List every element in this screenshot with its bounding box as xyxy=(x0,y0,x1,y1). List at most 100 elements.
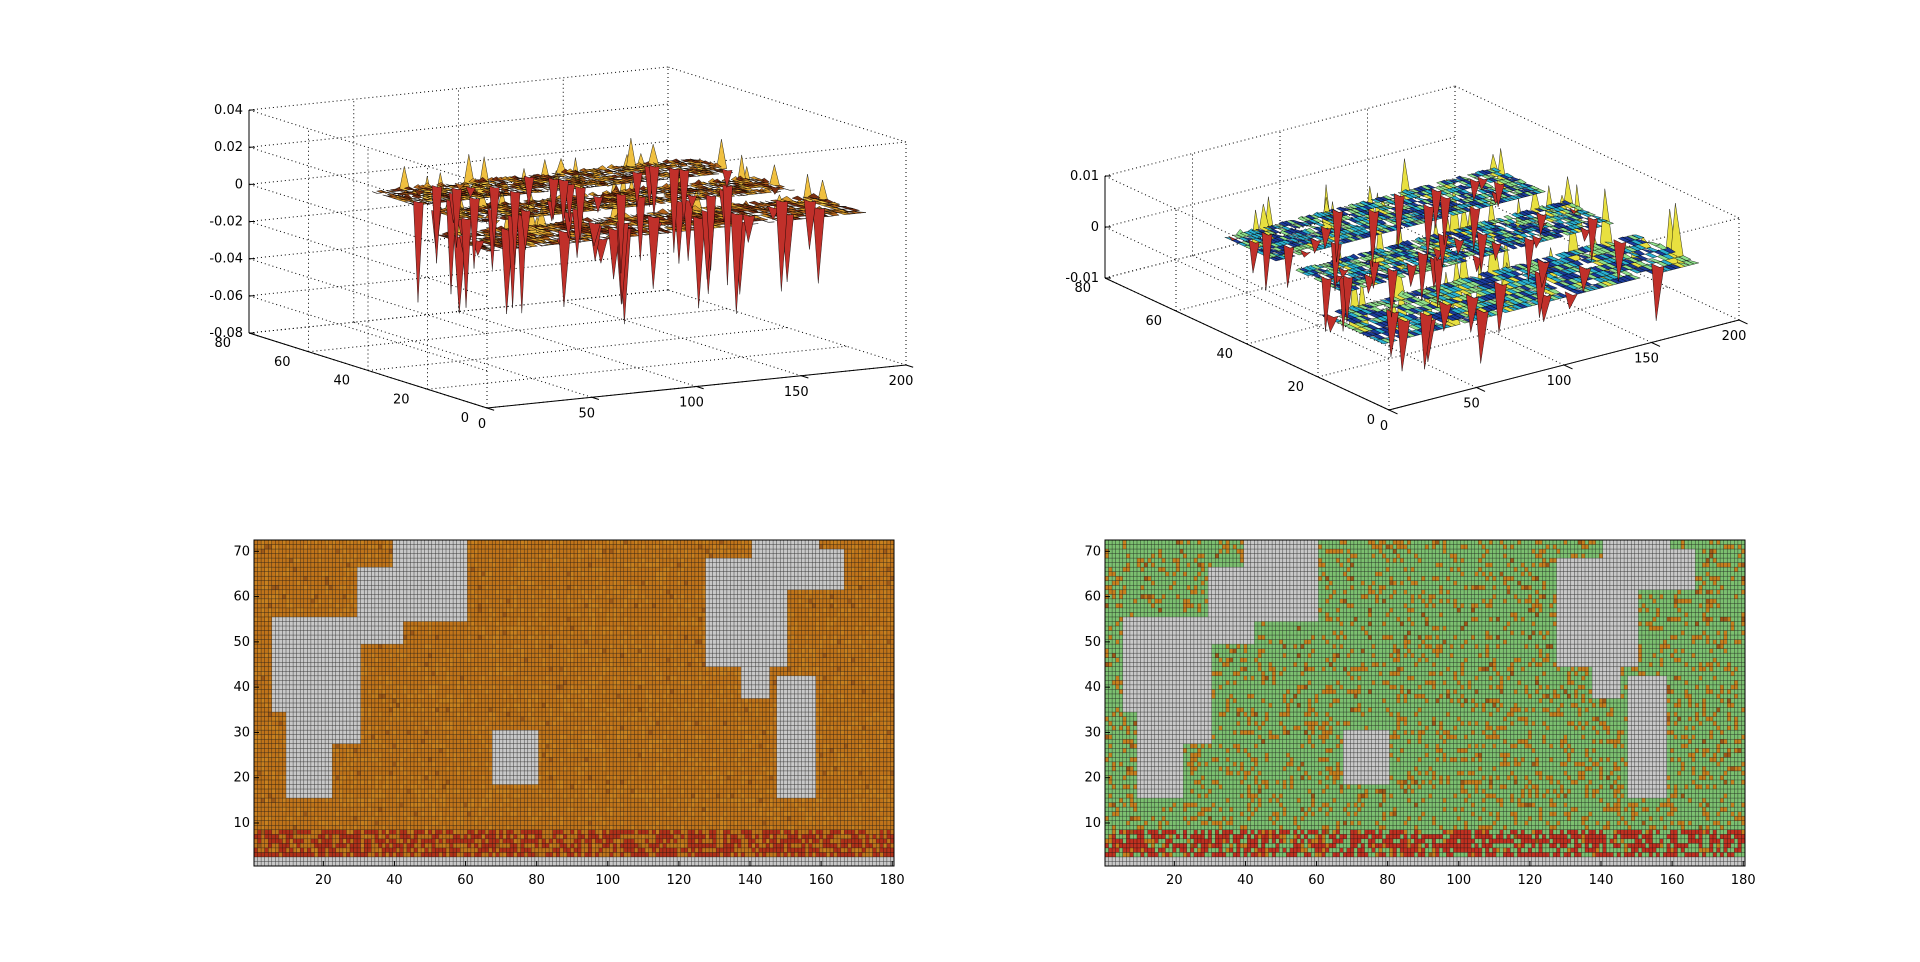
heatmap-cell xyxy=(432,816,436,821)
heatmap-cell xyxy=(883,816,887,821)
heatmap-cell xyxy=(414,812,418,817)
heatmap-cell xyxy=(634,839,638,844)
heatmap-cell xyxy=(887,834,891,839)
heatmap-cell xyxy=(393,852,397,857)
heatmap-cell xyxy=(890,852,894,857)
heatmap-cell xyxy=(695,830,699,835)
heatmap-cell xyxy=(798,830,802,835)
heatmap-cell xyxy=(659,825,663,830)
heatmap-cell xyxy=(418,812,422,817)
heatmap-cell xyxy=(517,807,521,812)
heatmap-cell xyxy=(428,852,432,857)
heatmap-cell xyxy=(460,807,464,812)
heatmap-cell xyxy=(279,807,283,812)
heatmap-cell xyxy=(805,843,809,848)
heatmap-cell xyxy=(378,843,382,848)
heatmap-cell xyxy=(322,843,326,848)
heatmap-cell xyxy=(652,830,656,835)
heatmap-cell xyxy=(816,821,820,826)
heatmap-cell xyxy=(691,816,695,821)
heatmap-cell xyxy=(713,852,717,857)
heatmap-cell xyxy=(610,812,614,817)
heatmap-cell xyxy=(745,830,749,835)
heatmap-cell xyxy=(254,807,258,812)
heatmap-cell xyxy=(307,839,311,844)
heatmap-cell xyxy=(627,839,631,844)
heatmap-cell xyxy=(560,839,564,844)
heatmap-cell xyxy=(787,843,791,848)
heatmap-cell xyxy=(414,825,418,830)
heatmap-cell xyxy=(766,839,770,844)
heatmap-cell xyxy=(546,830,550,835)
heatmap-cell xyxy=(478,812,482,817)
heatmap-cell xyxy=(890,821,894,826)
heatmap-cell xyxy=(809,843,813,848)
heatmap-cell xyxy=(627,825,631,830)
heatmap-cell xyxy=(389,807,393,812)
heatmap-cell xyxy=(332,816,336,821)
heatmap-cell xyxy=(368,848,372,853)
heatmap-cell xyxy=(855,839,859,844)
heatmap-cell xyxy=(595,812,599,817)
heatmap-cell xyxy=(656,825,660,830)
heatmap-cell xyxy=(645,807,649,812)
heatmap-cell xyxy=(681,807,685,812)
heatmap-cell xyxy=(610,852,614,857)
heatmap-cell xyxy=(496,821,500,826)
heatmap-cell xyxy=(485,843,489,848)
heatmap-cell xyxy=(574,821,578,826)
heatmap-cell xyxy=(304,843,308,848)
heatmap-cell xyxy=(510,843,514,848)
heatmap-cell xyxy=(297,812,301,817)
heatmap-cell xyxy=(816,812,820,817)
heatmap-cell xyxy=(510,821,514,826)
heatmap-cell xyxy=(642,807,646,812)
heatmap-cell xyxy=(716,852,720,857)
heatmap-cell xyxy=(453,821,457,826)
heatmap-cell xyxy=(698,825,702,830)
heatmap-cell xyxy=(567,821,571,826)
heatmap-cell xyxy=(595,830,599,835)
heatmap-cell xyxy=(649,852,653,857)
heatmap-cell xyxy=(346,816,350,821)
heatmap-cell xyxy=(482,825,486,830)
heatmap-cell xyxy=(787,852,791,857)
heatmap-cell xyxy=(261,852,265,857)
heatmap-cell xyxy=(698,816,702,821)
heatmap-cell xyxy=(396,848,400,853)
heatmap-cell xyxy=(599,816,603,821)
heatmap-cell xyxy=(709,830,713,835)
heatmap-cell xyxy=(634,848,638,853)
heatmap-cell xyxy=(510,848,514,853)
heatmap-cell xyxy=(784,839,788,844)
heatmap-cell xyxy=(631,834,635,839)
heatmap-cell xyxy=(553,843,557,848)
heatmap-cell xyxy=(329,816,333,821)
heatmap-cell xyxy=(674,839,678,844)
heatmap-cell xyxy=(563,830,567,835)
heatmap-cell xyxy=(830,852,834,857)
heatmap-cell xyxy=(592,852,596,857)
heatmap-cell xyxy=(766,821,770,826)
heatmap-cell xyxy=(816,825,820,830)
heatmap-cell xyxy=(602,848,606,853)
heatmap-cell xyxy=(261,848,265,853)
heatmap-cell xyxy=(873,816,877,821)
heatmap-cell xyxy=(855,834,859,839)
heatmap-cell xyxy=(681,834,685,839)
heatmap-cell xyxy=(421,852,425,857)
heatmap-cell xyxy=(762,843,766,848)
heatmap-cell xyxy=(439,807,443,812)
heatmap-cell xyxy=(254,825,258,830)
heatmap-cell xyxy=(410,807,414,812)
heatmap-cell xyxy=(357,812,361,817)
heatmap-cell xyxy=(350,834,354,839)
heatmap-cell xyxy=(592,834,596,839)
heatmap-cell xyxy=(268,816,272,821)
heatmap-cell xyxy=(386,848,390,853)
heatmap-cell xyxy=(258,830,262,835)
heatmap-cell xyxy=(606,839,610,844)
heatmap-cell xyxy=(478,839,482,844)
heatmap-cell xyxy=(887,843,891,848)
heatmap-cell xyxy=(610,825,614,830)
